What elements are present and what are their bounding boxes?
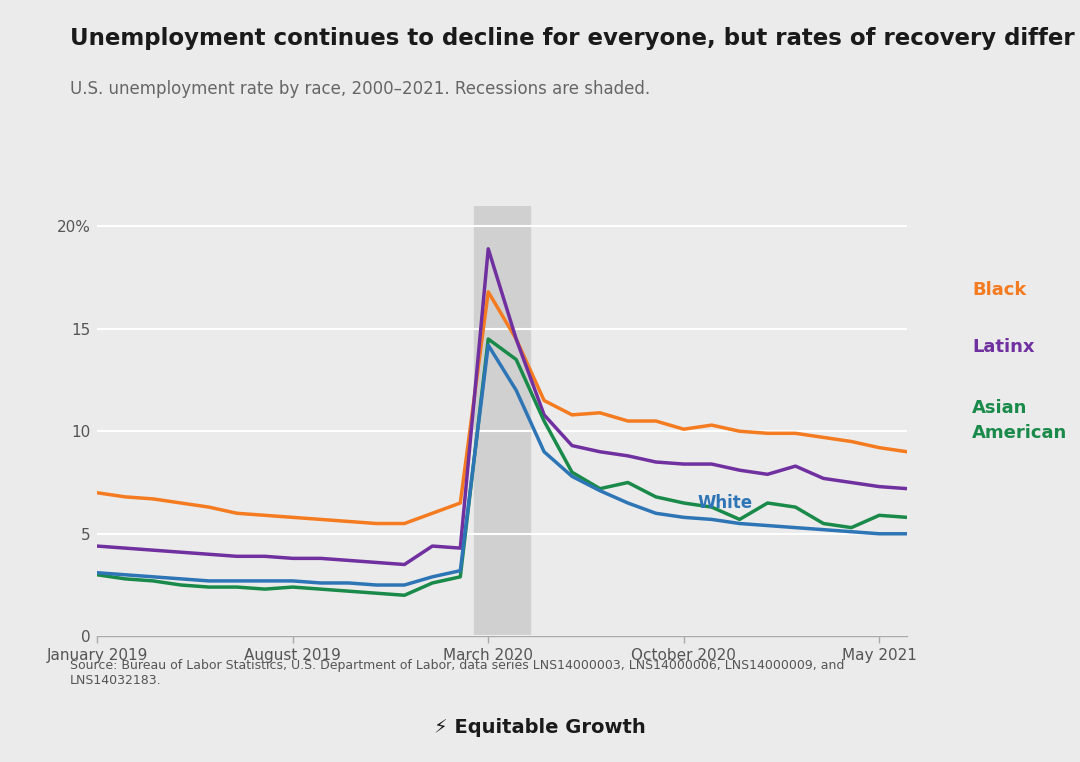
Text: Black: Black [972, 280, 1026, 299]
Text: ⚡ Equitable Growth: ⚡ Equitable Growth [434, 719, 646, 737]
Text: White: White [698, 494, 753, 512]
Text: Latinx: Latinx [972, 338, 1035, 356]
Text: Unemployment continues to decline for everyone, but rates of recovery differ: Unemployment continues to decline for ev… [70, 27, 1075, 50]
Text: U.S. unemployment rate by race, 2000–2021. Recessions are shaded.: U.S. unemployment rate by race, 2000–202… [70, 80, 650, 98]
Bar [474, 206, 530, 636]
Text: American: American [972, 424, 1067, 442]
Text: Asian: Asian [972, 399, 1027, 417]
Text: Source: Bureau of Labor Statistics, U.S. Department of Labor, data series LNS140: Source: Bureau of Labor Statistics, U.S.… [70, 659, 845, 687]
